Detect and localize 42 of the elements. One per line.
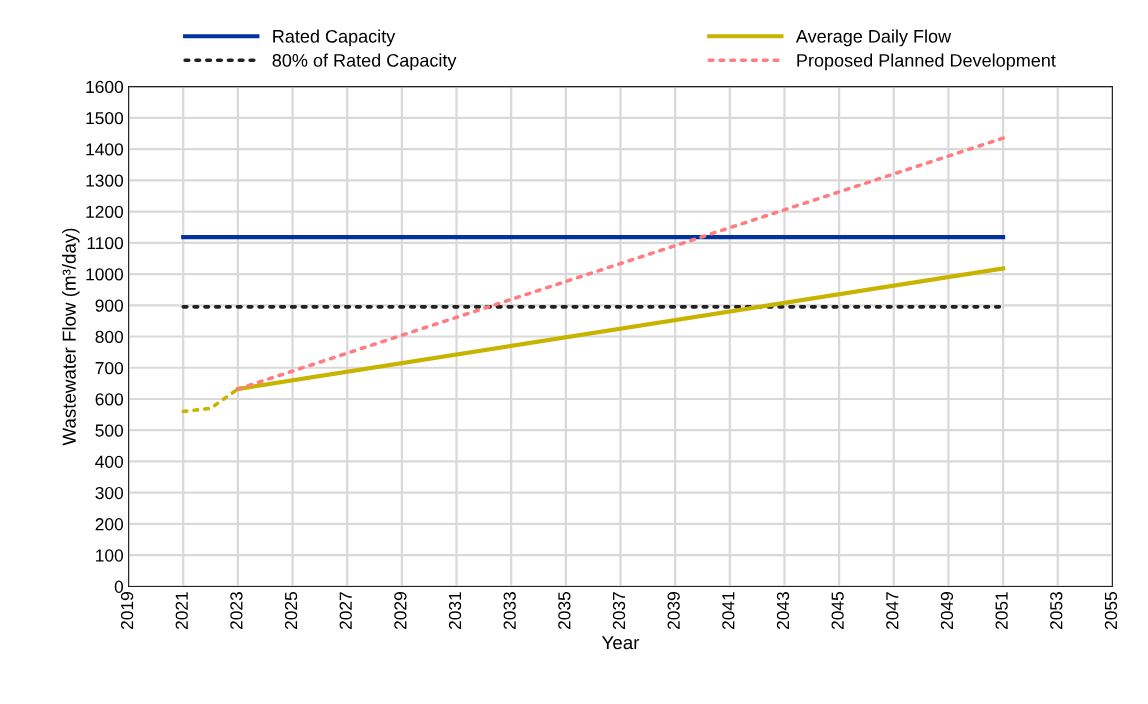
x-tick-label: 2053 [1050, 592, 1063, 630]
x-tick-label: 2039 [667, 592, 680, 630]
legend-label: Rated Capacity [273, 29, 396, 47]
y-tick-label: 1200 [86, 205, 124, 219]
x-tick-label: 2049 [940, 592, 954, 630]
y-tick-label: 100 [96, 549, 124, 562]
x-tick-label: 2045 [831, 592, 844, 630]
x-tick-label: 2035 [558, 592, 571, 630]
y-tick-label: 1600 [86, 80, 124, 94]
y-tick-label: 1400 [86, 143, 124, 156]
x-tick-label: 2023 [230, 592, 243, 630]
x-tick-label: 2037 [612, 592, 626, 630]
x-tick-label: 2033 [503, 592, 516, 630]
x-tick-label: 2043 [776, 592, 790, 630]
y-tick-label: 700 [95, 361, 124, 375]
x-tick-label: 2051 [995, 592, 1008, 630]
y-tick-label: 1000 [86, 268, 124, 281]
y-tick-label: 600 [95, 393, 124, 406]
y-tick-label: 800 [95, 330, 124, 343]
y-tick-label: 500 [95, 424, 124, 437]
y-tick-label: 1500 [86, 112, 124, 125]
x-tick-label: 2055 [1104, 592, 1118, 630]
y-tick-label: 200 [95, 518, 124, 531]
x-tick-label: 2027 [339, 592, 352, 630]
y-tick-label: 1300 [86, 174, 124, 187]
y-tick-label: 300 [95, 486, 124, 500]
x-tick-label: 2019 [120, 592, 134, 630]
y-axis-title: Wastewater Flow (m³/day) [62, 228, 80, 446]
x-tick-label: 2047 [886, 592, 899, 630]
x-axis-title: Year [601, 636, 640, 650]
x-tick-label: 2029 [394, 592, 407, 630]
legend-label: Proposed Planned Development [797, 53, 1056, 71]
legend-label: Average Daily Flow [795, 29, 952, 47]
y-tick-label: 1100 [87, 236, 124, 250]
x-tick-label: 2041 [722, 592, 735, 630]
x-tick-label: 2025 [284, 592, 298, 630]
y-tick-label: 400 [95, 455, 124, 468]
y-tick-label: 0 [114, 580, 124, 593]
x-tick-label: 2021 [175, 592, 188, 630]
legend-label: 80% of Rated Capacity [272, 53, 457, 71]
y-tick-label: 900 [95, 299, 124, 312]
x-tick-label: 2031 [448, 592, 462, 630]
